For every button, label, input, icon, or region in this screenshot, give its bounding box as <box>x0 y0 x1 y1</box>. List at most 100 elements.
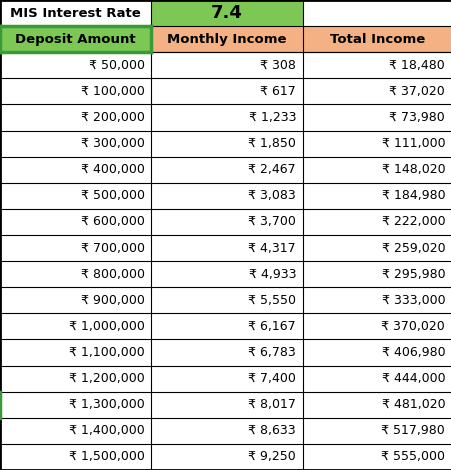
Bar <box>0 78 151 104</box>
Bar <box>0 339 151 366</box>
Bar <box>0 104 151 131</box>
Text: ₹ 6,167: ₹ 6,167 <box>248 320 295 333</box>
Text: ₹ 517,980: ₹ 517,980 <box>381 424 444 437</box>
Text: ₹ 1,850: ₹ 1,850 <box>248 137 295 150</box>
Bar <box>151 261 302 287</box>
Text: ₹ 184,980: ₹ 184,980 <box>381 189 444 202</box>
Bar <box>151 0 302 26</box>
Bar <box>0 183 151 209</box>
Text: ₹ 406,980: ₹ 406,980 <box>381 346 444 359</box>
Bar <box>302 366 451 392</box>
Text: ₹ 900,000: ₹ 900,000 <box>81 294 144 307</box>
Text: ₹ 700,000: ₹ 700,000 <box>80 242 144 255</box>
Text: ₹ 9,250: ₹ 9,250 <box>248 450 295 463</box>
Bar <box>151 235 302 261</box>
Text: ₹ 18,480: ₹ 18,480 <box>389 59 444 72</box>
Text: ₹ 7,400: ₹ 7,400 <box>248 372 295 385</box>
Text: ₹ 3,700: ₹ 3,700 <box>248 215 295 228</box>
Bar <box>0 261 151 287</box>
Text: Total Income: Total Income <box>329 33 424 46</box>
Bar <box>0 157 151 183</box>
Text: ₹ 4,317: ₹ 4,317 <box>248 242 295 255</box>
Text: ₹ 481,020: ₹ 481,020 <box>381 398 444 411</box>
Bar <box>151 183 302 209</box>
Text: ₹ 8,017: ₹ 8,017 <box>248 398 295 411</box>
Text: ₹ 617: ₹ 617 <box>260 85 295 98</box>
Text: ₹ 8,633: ₹ 8,633 <box>248 424 295 437</box>
Bar <box>151 52 302 78</box>
Bar <box>302 392 451 418</box>
Text: MIS Interest Rate: MIS Interest Rate <box>10 7 141 20</box>
Text: ₹ 1,000,000: ₹ 1,000,000 <box>69 320 144 333</box>
Bar <box>151 209 302 235</box>
Bar <box>151 444 302 470</box>
Text: ₹ 1,500,000: ₹ 1,500,000 <box>69 450 144 463</box>
Text: ₹ 1,100,000: ₹ 1,100,000 <box>69 346 144 359</box>
Bar <box>0 392 151 418</box>
Text: ₹ 5,550: ₹ 5,550 <box>248 294 295 307</box>
Bar <box>302 52 451 78</box>
Text: ₹ 370,020: ₹ 370,020 <box>381 320 444 333</box>
Text: ₹ 600,000: ₹ 600,000 <box>81 215 144 228</box>
Bar <box>151 131 302 157</box>
Bar <box>302 131 451 157</box>
Bar <box>302 235 451 261</box>
Bar <box>302 26 451 52</box>
Text: ₹ 300,000: ₹ 300,000 <box>81 137 144 150</box>
Bar <box>151 287 302 313</box>
Bar <box>302 444 451 470</box>
Bar <box>0 26 151 52</box>
Bar <box>302 339 451 366</box>
Bar <box>0 444 151 470</box>
Text: ₹ 2,467: ₹ 2,467 <box>248 163 295 176</box>
Text: ₹ 4,933: ₹ 4,933 <box>248 268 295 281</box>
Bar <box>302 104 451 131</box>
Text: ₹ 800,000: ₹ 800,000 <box>80 268 144 281</box>
Bar <box>0 235 151 261</box>
Bar <box>302 183 451 209</box>
Bar <box>151 418 302 444</box>
Text: Deposit Amount: Deposit Amount <box>15 33 136 46</box>
Text: ₹ 222,000: ₹ 222,000 <box>381 215 444 228</box>
Bar <box>0 366 151 392</box>
Bar <box>151 78 302 104</box>
Bar <box>302 157 451 183</box>
Text: ₹ 333,000: ₹ 333,000 <box>381 294 444 307</box>
Text: ₹ 400,000: ₹ 400,000 <box>81 163 144 176</box>
Text: ₹ 444,000: ₹ 444,000 <box>381 372 444 385</box>
Bar <box>302 313 451 339</box>
Bar <box>0 209 151 235</box>
Bar <box>302 287 451 313</box>
Bar <box>302 209 451 235</box>
Text: ₹ 200,000: ₹ 200,000 <box>81 111 144 124</box>
Bar <box>151 157 302 183</box>
Text: ₹ 295,980: ₹ 295,980 <box>381 268 444 281</box>
Text: ₹ 6,783: ₹ 6,783 <box>248 346 295 359</box>
Bar <box>0 0 151 26</box>
Bar <box>151 313 302 339</box>
Bar <box>151 26 302 52</box>
Bar <box>0 287 151 313</box>
Bar <box>151 392 302 418</box>
Text: ₹ 500,000: ₹ 500,000 <box>80 189 144 202</box>
Text: ₹ 1,233: ₹ 1,233 <box>248 111 295 124</box>
Bar <box>302 261 451 287</box>
Bar <box>151 366 302 392</box>
Bar <box>302 418 451 444</box>
Text: ₹ 555,000: ₹ 555,000 <box>380 450 444 463</box>
Text: ₹ 259,020: ₹ 259,020 <box>381 242 444 255</box>
Text: ₹ 3,083: ₹ 3,083 <box>248 189 295 202</box>
Text: ₹ 1,400,000: ₹ 1,400,000 <box>69 424 144 437</box>
Text: ₹ 308: ₹ 308 <box>260 59 295 72</box>
Text: ₹ 148,020: ₹ 148,020 <box>381 163 444 176</box>
Text: ₹ 1,300,000: ₹ 1,300,000 <box>69 398 144 411</box>
Text: ₹ 111,000: ₹ 111,000 <box>381 137 444 150</box>
Bar <box>0 52 151 78</box>
Text: ₹ 37,020: ₹ 37,020 <box>389 85 444 98</box>
Text: ₹ 50,000: ₹ 50,000 <box>88 59 144 72</box>
Bar <box>0 418 151 444</box>
Bar <box>302 0 451 26</box>
Text: ₹ 100,000: ₹ 100,000 <box>81 85 144 98</box>
Text: 7.4: 7.4 <box>211 4 243 22</box>
Text: Monthly Income: Monthly Income <box>167 33 286 46</box>
